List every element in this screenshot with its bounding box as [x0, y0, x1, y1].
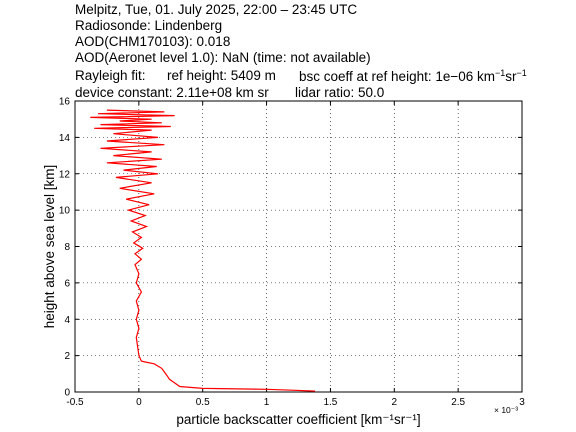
bsc-sr-text: sr: [505, 69, 517, 84]
y-tick-label: 2: [64, 351, 70, 362]
y-tick-label: 14: [59, 133, 71, 144]
x-tick-label: -0.5: [66, 397, 84, 408]
x-tick-label: 0: [136, 397, 142, 408]
bsc-coeff-text: bsc coeff at ref height: 1e−06 km: [299, 69, 495, 84]
header-ref-height: ref height: 5409 m: [167, 68, 276, 83]
y-tick-label: 10: [59, 206, 71, 217]
y-tick-label: 6: [64, 278, 70, 289]
x-tick-label: 1.5: [323, 397, 337, 408]
y-tick-label: 0: [64, 388, 70, 399]
x-tick-label: 1: [264, 397, 270, 408]
backscatter-profile-line: [90, 109, 316, 392]
header-lidar-ratio: lidar ratio: 50.0: [295, 85, 385, 100]
bsc-exp-sr: −1: [516, 68, 527, 78]
plot-area: [74, 100, 523, 393]
header-aod-chm: AOD(CHM170103): 0.018: [75, 34, 231, 49]
x-axis-multiplier: × 10⁻³: [494, 405, 518, 415]
header-radiosonde: Radiosonde: Lindenberg: [75, 18, 223, 33]
grid-layer: [75, 101, 522, 392]
y-tick-label: 12: [59, 169, 71, 180]
y-tick-label: 4: [64, 315, 70, 326]
y-axis-label: height above sea level [km]: [42, 165, 57, 329]
y-tick-label: 8: [64, 242, 70, 253]
header-bsc-coeff: bsc coeff at ref height: 1e−06 km−1sr−1: [299, 69, 527, 84]
header-rayleigh-label: Rayleigh fit:: [75, 68, 146, 83]
header-location-time: Melpitz, Tue, 01. July 2025, 22:00 – 23:…: [75, 2, 358, 17]
x-tick-label: 0.5: [196, 397, 210, 408]
bsc-exp-km: −1: [495, 68, 506, 78]
header-device-constant: device constant: 2.11e+08 km sr: [75, 85, 269, 100]
header-aod-aeronet: AOD(Aeronet level 1.0): NaN (time: not a…: [75, 50, 371, 65]
x-tick-label: 2.5: [451, 397, 465, 408]
x-tick-label: 2: [392, 397, 398, 408]
x-axis-label: particle backscatter coefficient [km⁻¹sr…: [176, 412, 420, 427]
x-tick-label: 3: [519, 397, 525, 408]
y-tick-label: 16: [59, 97, 71, 108]
